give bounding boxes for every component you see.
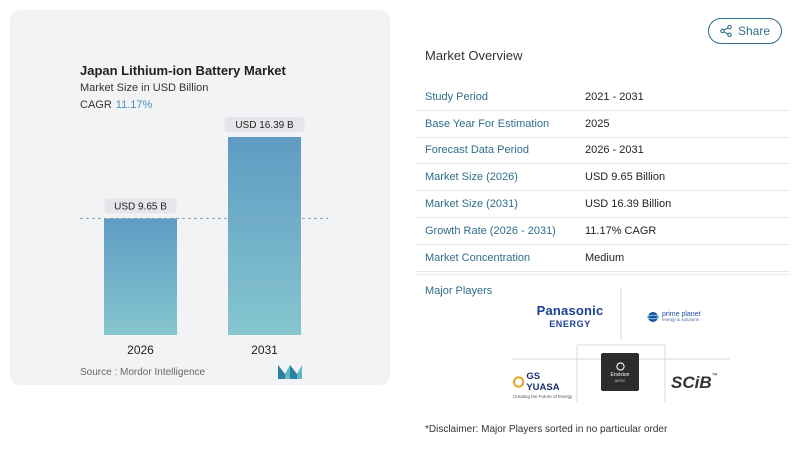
panasonic-energy-logo: Panasonic ENERGY <box>525 303 615 329</box>
category-label: 2031 <box>251 343 278 357</box>
prime-planet-logo: prime planet energy & solutions <box>647 311 747 323</box>
cagr-value: 11.17% <box>115 99 153 111</box>
overview-row-label: Base Year For Estimation <box>425 117 550 130</box>
scib-logo: SCiB™ <box>671 373 731 393</box>
overview-row-value: 2025 <box>585 117 610 130</box>
overview-row-label: Market Size (2031) <box>425 198 518 211</box>
overview-table: Study Period 2021 - 2031 Base Year For Est… <box>415 84 790 272</box>
data-label-bg <box>104 198 177 214</box>
overview-row-value: 11.17% CAGR <box>585 224 657 237</box>
overview-row: Growth Rate (2026 - 2031) 11.17% CAGR <box>415 218 790 245</box>
aesc-text: AESC <box>614 377 626 383</box>
overview-row: Forecast Data Period 2026 - 2031 <box>415 138 790 165</box>
overview-row-value: USD 16.39 Billion <box>585 198 672 211</box>
overview-row-label: Growth Rate (2026 - 2031) <box>425 224 556 237</box>
share-icon <box>720 25 732 37</box>
mordor-logo-icon <box>278 365 302 379</box>
major-players-label: Major Players <box>425 285 493 297</box>
chart-card: USD 9.65 B 2026 USD 16.39 B 2031 Japan Lith… <box>10 10 390 385</box>
gs-yuasa-tagline: Creating the Future of Energy <box>513 394 573 399</box>
panasonic-text: Panasonic <box>536 303 604 318</box>
prime-planet-icon <box>647 312 659 322</box>
overview-row-label: Market Size (2026) <box>425 171 518 184</box>
overview-row-label: Market Concentration <box>425 251 531 264</box>
gs-yuasa-icon <box>513 376 525 388</box>
gs-yuasa-logo: GS YUASA Creating the Future of Energy <box>513 371 573 399</box>
data-label: USD 9.65 B <box>114 201 167 212</box>
data-label-bg <box>224 117 305 132</box>
prime-planet-sub: energy & solutions <box>662 317 700 323</box>
major-players-panel: Major Players Panasonic ENERGY prime pla… <box>415 274 790 404</box>
overview-row: Market Concentration Medium <box>415 245 790 272</box>
chart-title: Japan Lithium-ion Battery Market <box>80 63 286 78</box>
envision-aesc-logo: Envision AESC <box>601 353 639 391</box>
overview-row-value: 2026 - 2031 <box>585 144 644 157</box>
prime-planet-text: prime planet <box>662 311 701 319</box>
overview-row-label: Forecast Data Period <box>425 144 529 157</box>
bar-2031 <box>228 137 301 335</box>
share-label: Share <box>737 24 771 38</box>
chart-source: Source : Mordor Intelligence <box>80 367 206 378</box>
overview-row-label: Study Period <box>425 90 488 103</box>
bar-chart: USD 9.65 B 2026 USD 16.39 B 2031 <box>80 117 328 357</box>
scib-text: SCiB <box>671 373 712 392</box>
disclaimer: *Disclaimer: Major Players sorted in no … <box>425 424 668 435</box>
category-label: 2026 <box>127 343 154 357</box>
energy-text: ENERGY <box>549 319 591 329</box>
overview-row: Market Size (2026) USD 9.65 Billion <box>415 164 790 192</box>
bar-2026 <box>104 218 177 335</box>
share-button[interactable]: Share <box>708 18 782 44</box>
data-label: USD 16.39 B <box>235 120 294 131</box>
overview-row: Study Period 2021 - 2031 <box>415 84 790 111</box>
overview-row-value: USD 9.65 Billion <box>585 171 666 184</box>
cagr-label: CAGR <box>80 99 112 111</box>
envision-icon <box>615 361 625 371</box>
chart-cagr: CAGR 11.17% <box>80 99 152 111</box>
overview-row-value: Medium <box>585 251 625 264</box>
overview-row-value: 2021 - 2031 <box>585 90 644 103</box>
overview-row: Base Year For Estimation 2025 <box>415 111 790 138</box>
envision-text: Envision <box>610 371 630 378</box>
chart-subtitle: Market Size in USD Billion <box>80 82 209 94</box>
overview-row: Market Size (2031) USD 16.39 Billion <box>415 191 790 218</box>
overview-title: Market Overview <box>425 48 523 63</box>
gs-yuasa-text: GS YUASA <box>526 371 560 393</box>
scib-tm: ™ <box>711 373 718 379</box>
